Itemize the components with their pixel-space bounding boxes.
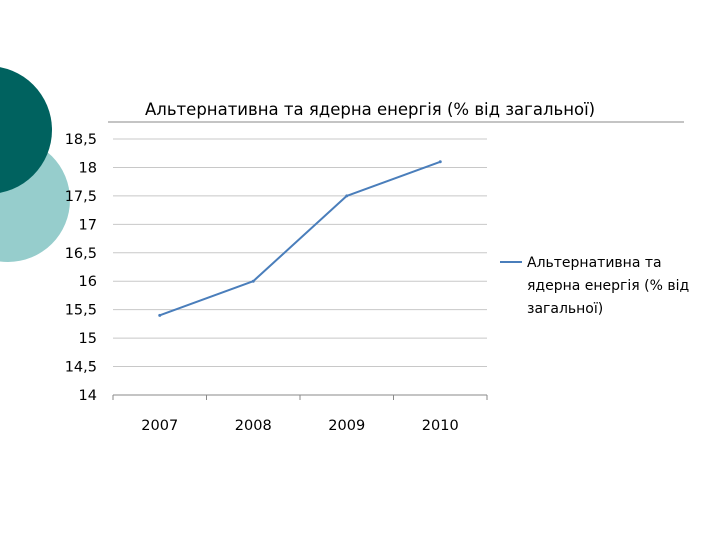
x-axis-ticks: 2007 2008 2009 2010 <box>141 418 458 434</box>
x-axis <box>112 394 488 400</box>
decor-circle-dark <box>0 67 52 193</box>
y-tick-label: 18,5 <box>65 132 97 148</box>
legend-label-line-2: ядерна енергія (% від <box>527 278 689 294</box>
x-tick-label: 2009 <box>328 418 365 434</box>
x-tick-label: 2008 <box>235 418 272 434</box>
series-line <box>159 160 441 317</box>
line-chart: Альтернативна та ядерна енергія (% від з… <box>65 100 694 434</box>
y-tick-label: 16 <box>79 274 97 290</box>
y-tick-label: 14 <box>79 388 97 404</box>
y-tick-label: 17,5 <box>65 189 97 205</box>
data-point <box>345 194 349 198</box>
legend-label: Альтернативна та ядерна енергія (% від з… <box>527 255 694 317</box>
y-tick-label: 14,5 <box>65 360 97 376</box>
legend-label-line-1: Альтернативна та <box>527 255 662 271</box>
series-group <box>158 160 442 317</box>
gridlines <box>113 138 487 368</box>
y-tick-label: 15,5 <box>65 303 97 319</box>
y-tick-label: 16,5 <box>65 246 97 262</box>
x-tick-label: 2010 <box>422 418 459 434</box>
legend: Альтернативна та ядерна енергія (% від з… <box>500 255 694 317</box>
chart-title: Альтернативна та ядерна енергія (% від з… <box>145 100 595 119</box>
y-tick-label: 15 <box>79 331 97 347</box>
x-tick-label: 2007 <box>141 418 178 434</box>
y-tick-label: 17 <box>79 217 97 233</box>
data-point <box>251 279 255 283</box>
y-axis-ticks: 18,5 18 17,5 17 16,5 16 15,5 15 14,5 14 <box>65 132 97 404</box>
data-point <box>438 160 442 164</box>
legend-label-line-3: загальної) <box>527 301 603 317</box>
y-tick-label: 18 <box>79 160 97 176</box>
data-point <box>158 313 162 317</box>
